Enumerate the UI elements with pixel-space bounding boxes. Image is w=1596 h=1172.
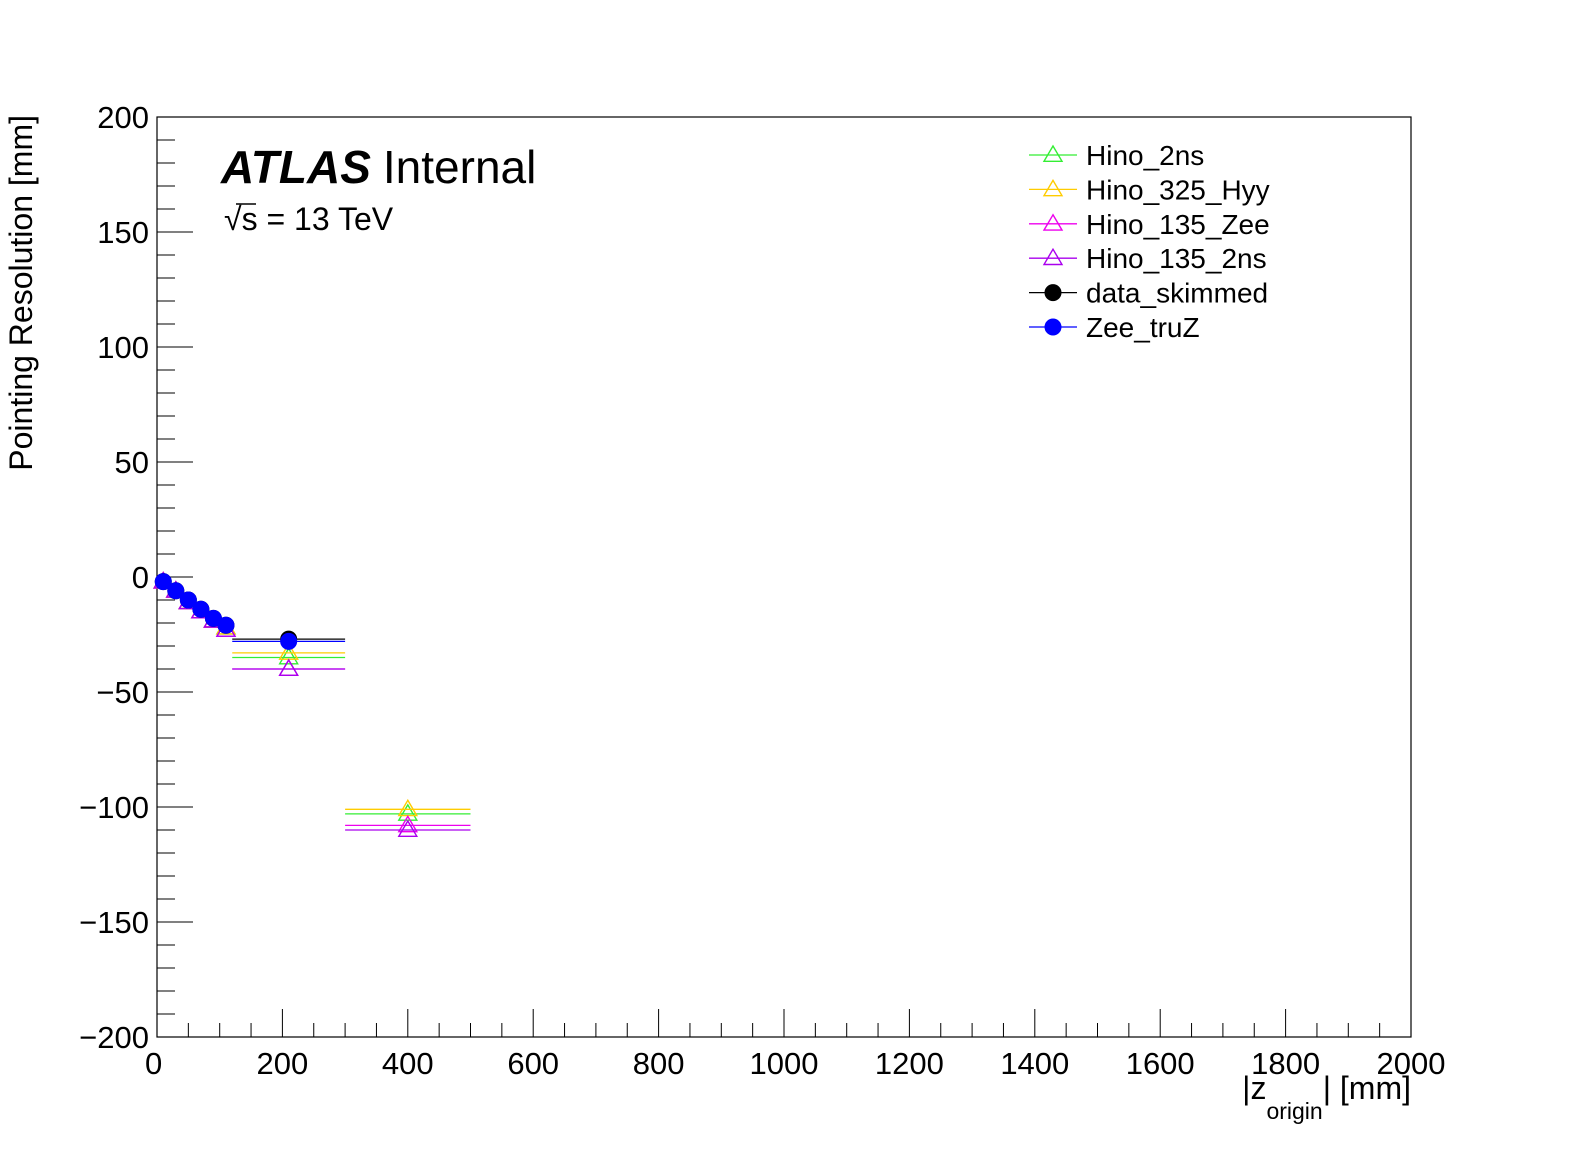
x-tick-label: 1800 xyxy=(1251,1046,1320,1081)
data-point xyxy=(397,819,419,837)
x-tick-label: 1200 xyxy=(875,1046,944,1081)
energy-label: √s = 13 TeV xyxy=(224,201,394,237)
sqrt-symbol: √ xyxy=(224,201,242,237)
legend-label: Zee_truZ xyxy=(1086,312,1200,343)
x-tick-label: 400 xyxy=(382,1046,434,1081)
data-point xyxy=(217,616,235,634)
legend-marker xyxy=(1044,284,1062,302)
legend-marker xyxy=(1044,318,1062,336)
legend-marker xyxy=(1042,179,1064,197)
series-Zee_truZ xyxy=(154,573,346,650)
x-axis-ticks xyxy=(156,1009,1412,1037)
x-axis-title-suffix: | [mm] xyxy=(1323,1070,1411,1106)
y-tick-label: 150 xyxy=(97,215,149,250)
y-axis-tick-labels: 200 150 100 50 0 −50 −100 −150 −200 xyxy=(79,100,149,1055)
data-point xyxy=(154,573,172,591)
data-point xyxy=(179,591,197,609)
legend-label: data_skimmed xyxy=(1086,278,1268,309)
legend-marker xyxy=(1042,144,1064,163)
x-tick-label: 1600 xyxy=(1126,1046,1195,1081)
energy-text: s = 13 TeV xyxy=(242,201,394,237)
y-tick-label: 200 xyxy=(97,100,149,135)
y-tick-label: 100 xyxy=(97,330,149,365)
legend-item: Zee_truZ xyxy=(1029,312,1200,343)
legend-item: Hino_325_Hyy xyxy=(1029,174,1270,205)
data-point xyxy=(278,658,299,676)
y-tick-label: −100 xyxy=(79,790,149,825)
x-tick-label: 200 xyxy=(257,1046,309,1081)
legend-item: Hino_135_Zee xyxy=(1029,209,1270,240)
x-axis-title-main: |z xyxy=(1242,1070,1266,1106)
x-tick-label: 1000 xyxy=(750,1046,819,1081)
legend-label: Hino_135_Zee xyxy=(1086,209,1270,240)
atlas-label: ATLAS Internal xyxy=(220,141,536,193)
atlas-internal-text: Internal xyxy=(383,141,536,193)
atlas-bold-text: ATLAS xyxy=(220,141,371,193)
legend-label: Hino_2ns xyxy=(1086,140,1204,171)
x-tick-label: 600 xyxy=(507,1046,559,1081)
data-point xyxy=(278,647,299,665)
x-tick-label: 1400 xyxy=(1000,1046,1069,1081)
legend-marker xyxy=(1042,213,1064,231)
x-tick-label: 2000 xyxy=(1377,1046,1446,1081)
data-point xyxy=(192,600,210,618)
series-data_skimmed xyxy=(154,573,346,648)
y-axis-title: Pointing Resolution [mm] xyxy=(3,115,39,471)
data-point xyxy=(397,815,419,833)
data-point xyxy=(167,582,185,600)
data-point xyxy=(397,803,419,821)
y-axis-ticks xyxy=(157,116,193,1038)
y-tick-label: −150 xyxy=(79,905,149,940)
legend-marker xyxy=(1042,247,1064,266)
legend-label: Hino_135_2ns xyxy=(1086,243,1267,274)
x-axis-tick-labels: 0 200 400 600 800 1000 1200 1400 1600 1800 2000 xyxy=(145,1046,1445,1081)
y-tick-label: −200 xyxy=(79,1020,149,1055)
legend-item: data_skimmed xyxy=(1029,278,1268,309)
legend-item: Hino_2ns xyxy=(1029,140,1204,171)
y-tick-label: 50 xyxy=(115,445,149,480)
data-point xyxy=(278,658,299,676)
series-layer xyxy=(153,571,471,837)
x-tick-label: 800 xyxy=(633,1046,685,1081)
data-point xyxy=(280,632,298,650)
y-tick-label: −50 xyxy=(96,675,149,710)
legend-label: Hino_325_Hyy xyxy=(1086,174,1270,205)
y-tick-label: 0 xyxy=(132,560,149,595)
x-axis-title: |zorigin| [mm] xyxy=(1242,1070,1411,1124)
x-axis-title-sub: origin xyxy=(1266,1098,1322,1124)
legend-item: Hino_135_2ns xyxy=(1029,243,1267,274)
x-tick-label: 0 xyxy=(145,1046,162,1081)
